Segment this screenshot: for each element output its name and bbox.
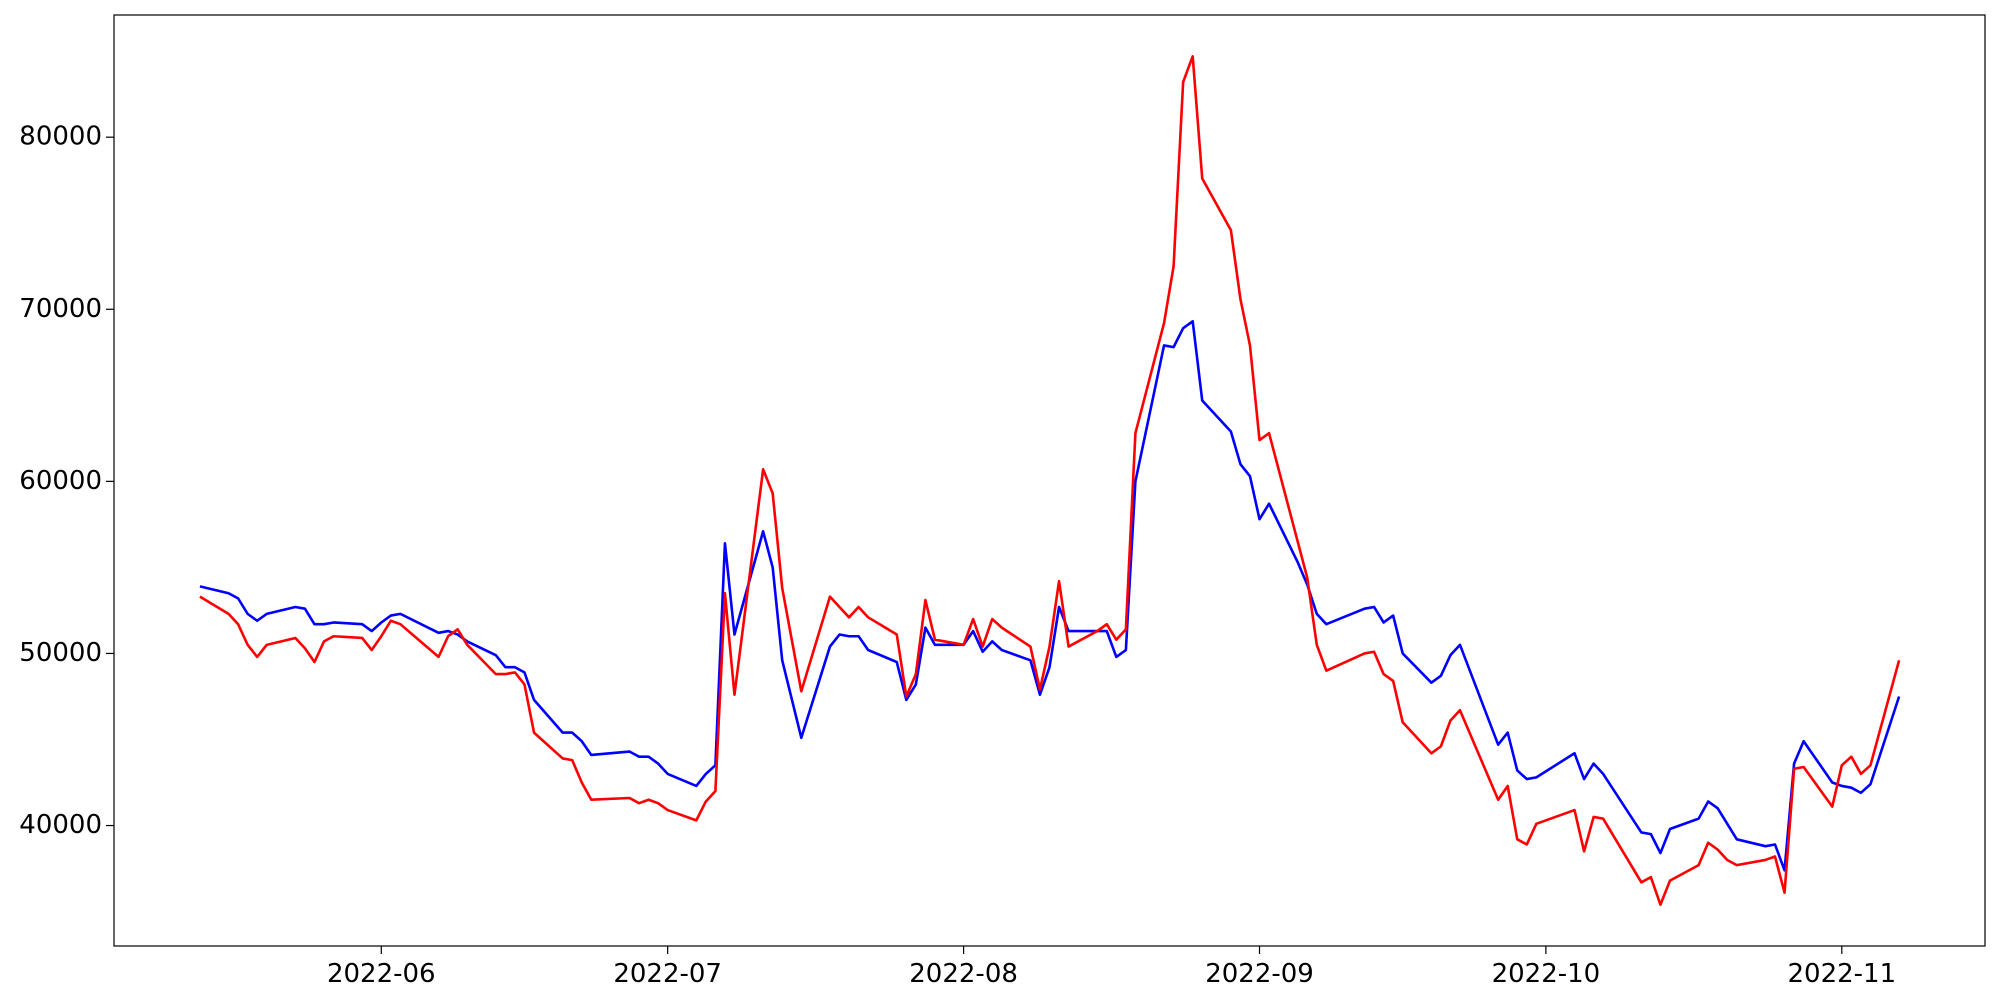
x-tick-label: 2022-11: [1787, 959, 1896, 989]
plot-frame: [113, 14, 1986, 947]
y-tick-label: 50000: [19, 638, 102, 668]
series-line: [199, 55, 1901, 906]
x-tick-label: 2022-08: [909, 959, 1018, 989]
series-line: [199, 320, 1901, 872]
x-tick-label: 2022-07: [613, 959, 722, 989]
x-tick-label: 2022-10: [1492, 959, 1601, 989]
y-tick-label: 80000: [19, 122, 102, 152]
x-tick-label: 2022-06: [327, 959, 436, 989]
x-tick-label: 2022-09: [1205, 959, 1314, 989]
y-tick-label: 60000: [19, 466, 102, 496]
y-tick-label: 70000: [19, 294, 102, 324]
y-tick-label: 40000: [19, 810, 102, 840]
